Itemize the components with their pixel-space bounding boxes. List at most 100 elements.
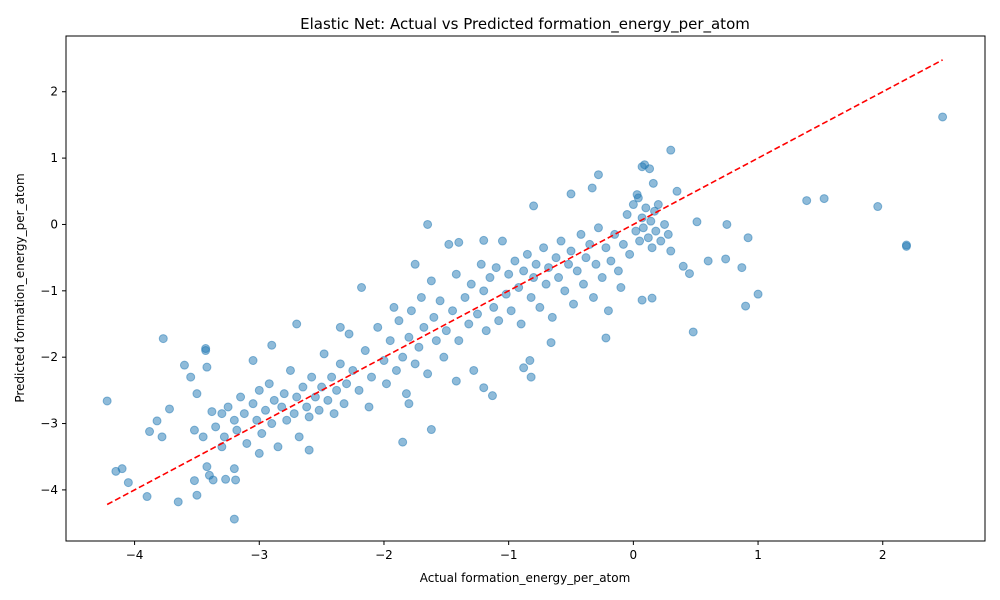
scatter-point [454,237,464,247]
scatter-point [637,213,647,223]
scatter-point [319,349,329,359]
scatter-point [873,202,883,212]
scatter-point [606,256,616,266]
scatter-point [645,164,655,174]
scatter-point [504,269,514,279]
y-tick-label: −4 [40,483,58,497]
scatter-point [648,178,658,188]
axes-frame [65,35,986,542]
scatter-point [663,229,673,239]
scatter-point [489,302,499,312]
y-tick-label: −2 [40,350,58,364]
x-tick-label: 1 [754,548,762,562]
scatter-point [102,396,112,406]
scatter-point [285,365,295,375]
scatter-point [423,369,433,379]
scatter-point [232,425,242,435]
scatter-point [646,216,656,226]
scatter-point [335,322,345,332]
scatter-point [678,261,688,271]
scatter-point [294,432,304,442]
scatter-point [547,312,557,322]
scatter-point [476,259,486,269]
scatter-point [248,399,258,409]
scatter-point [519,363,529,373]
scatter-point [267,340,277,350]
scatter-point [267,419,277,429]
scatter-point [479,383,489,393]
y-tick-label: −3 [40,417,58,431]
scatter-point [472,309,482,319]
scatter-point [479,235,489,245]
scatter-point [202,362,212,372]
scatter-point [625,249,635,259]
scatter-point [289,409,299,419]
scatter-point [454,336,464,346]
y-tick-label: 2 [50,85,58,99]
scatter-point [593,170,603,180]
scatter-point [581,253,591,263]
scatter-point [229,464,239,474]
scatter-point [189,425,199,435]
scatter-point [526,372,536,382]
x-axis-label: Actual formation_energy_per_atom [420,571,631,585]
scatter-point [419,322,429,332]
scatter-point [535,302,545,312]
scatter-point [516,319,526,329]
scatter-point [439,352,449,362]
y-tick-label: 1 [50,151,58,165]
scatter-point [236,392,246,402]
scatter-point [339,399,349,409]
scatter-point [539,243,549,253]
scatter-point [307,372,317,382]
scatter-point [522,249,532,259]
scatter-point [692,217,702,227]
scatter-point [239,409,249,419]
scatter-point [211,422,221,432]
scatter-point [373,322,383,332]
scatter-point [603,306,613,316]
scatter-point [254,448,264,458]
scatter-point [282,415,292,425]
scatter-point [398,352,408,362]
scatter-point [201,346,211,356]
x-tick-label: −1 [500,548,518,562]
scatter-point [466,279,476,289]
scatter-point [348,365,358,375]
scatter-point [637,295,647,305]
scatter-point [404,399,414,409]
y-tick-label: 0 [50,217,58,231]
scatter-point [414,342,424,352]
scatter-point [637,162,647,172]
scatter-point [192,389,202,399]
scatter-point [401,389,411,399]
scatter-point [248,356,258,366]
scatter-point [741,301,751,311]
scatter-point [688,327,698,337]
scatter-point [332,385,342,395]
scatter-point [597,273,607,283]
scatter-point [404,332,414,342]
scatter-point [221,474,231,484]
scatter-point [186,372,196,382]
scatter-point [279,389,289,399]
scatter-point [566,246,576,256]
scatter-point [901,241,911,251]
scatter-point [426,276,436,286]
scatter-point [173,497,183,507]
scatter-point [610,229,620,239]
scatter-point [207,407,217,417]
scatter-point [426,425,436,435]
scatter-point [398,437,408,447]
scatter-point [501,289,511,299]
scatter-point [142,492,152,502]
scatter-point [394,316,404,326]
scatter-point [491,263,501,273]
scatter-point [585,239,595,249]
scatter-point [381,379,391,389]
scatter-point [737,263,747,273]
scatter-point [802,196,812,206]
scatter-point [357,283,367,293]
scatter-point [145,427,155,437]
scatter-point [354,385,364,395]
